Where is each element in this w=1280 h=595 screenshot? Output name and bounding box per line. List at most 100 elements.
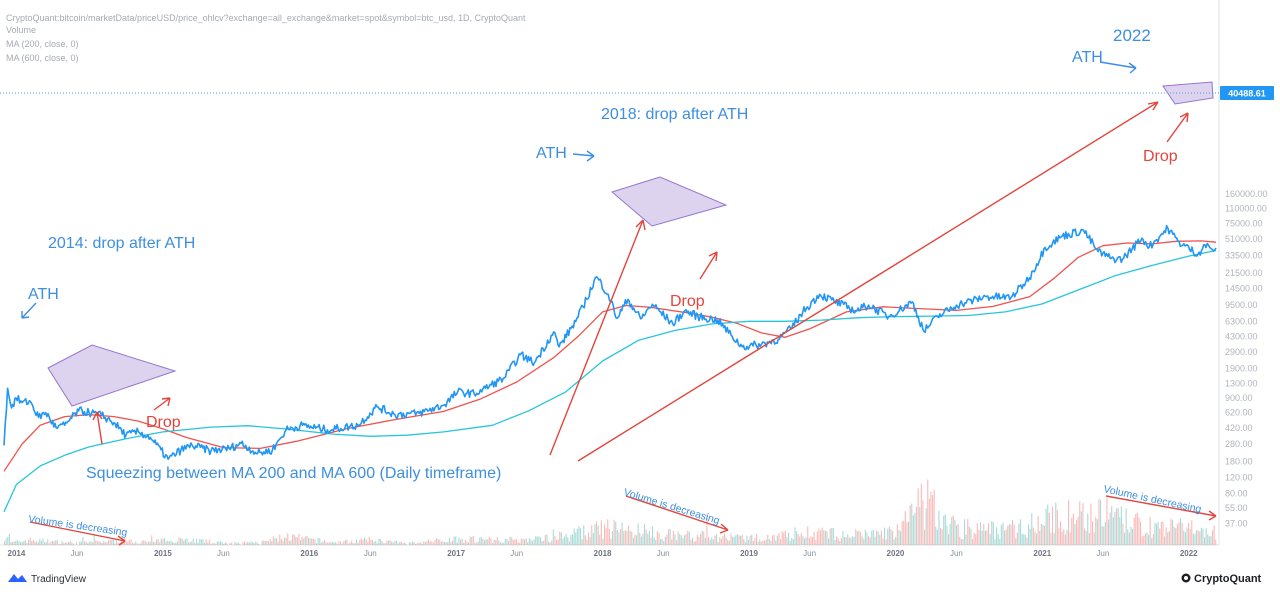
volume-bar — [189, 541, 191, 545]
x-tick-label: Jun — [803, 549, 816, 558]
volume-bar — [652, 526, 654, 545]
volume-bar — [456, 542, 458, 545]
volume-bar — [914, 512, 916, 545]
volume-bar — [39, 538, 41, 545]
volume-bar — [687, 530, 689, 545]
volume-bar — [220, 541, 222, 545]
tradingview-logo[interactable]: TradingView — [8, 574, 87, 585]
volume-bar — [621, 522, 623, 545]
volume-bar — [1207, 534, 1209, 545]
volume-bar — [503, 543, 505, 545]
x-tick-label: 2021 — [1033, 549, 1051, 558]
volume-bar — [770, 540, 772, 545]
volume-bar — [386, 540, 388, 545]
volume-bar — [512, 539, 514, 545]
volume-bar — [1096, 519, 1098, 545]
x-tick-label: 2015 — [154, 549, 172, 558]
volume-bar — [783, 532, 785, 545]
volume-bar — [1148, 534, 1150, 545]
volume-bar — [394, 540, 396, 545]
volume-bar — [210, 543, 212, 545]
volume-bar — [952, 515, 954, 545]
volume-bar — [991, 521, 993, 545]
volume-bar — [855, 529, 857, 545]
volume-bar — [1215, 539, 1217, 545]
volume-bar — [1122, 523, 1124, 545]
volume-bar — [762, 540, 764, 545]
volume-bar — [455, 536, 457, 545]
volume-bar — [5, 538, 7, 545]
volume-bar — [602, 538, 604, 545]
legend-ma200: MA (200, close, 0) — [6, 39, 79, 49]
volume-bar — [992, 522, 994, 545]
volume-bar — [1028, 524, 1030, 545]
volume-bar — [695, 541, 697, 545]
volume-bar — [1125, 508, 1127, 545]
arrow-ath-2014 — [21, 302, 37, 319]
volume-bar — [567, 537, 569, 545]
cryptoquant-logo[interactable]: CryptoQuant — [1181, 573, 1262, 585]
source-line: CryptoQuant:bitcoin/marketData/priceUSD/… — [6, 13, 526, 23]
volume-bar — [1143, 535, 1145, 545]
volume-bar — [490, 538, 492, 545]
volume-bar — [1071, 517, 1073, 545]
volume-bar — [780, 539, 782, 545]
volume-bar — [324, 540, 326, 545]
volume-bar — [15, 540, 17, 545]
volume-bar — [506, 538, 508, 545]
volume-bar — [448, 537, 450, 545]
volume-bar — [540, 537, 542, 545]
volume-bar — [333, 542, 335, 545]
volume-bar — [794, 527, 796, 545]
volume-bar — [1146, 532, 1148, 545]
volume-bar — [280, 539, 282, 545]
volume-bar — [429, 541, 431, 545]
volume-bar — [181, 538, 183, 545]
volume-bar — [85, 541, 87, 545]
volume-bar — [1109, 512, 1111, 545]
volume-bar — [341, 543, 343, 545]
volume-bar — [47, 539, 49, 545]
volume-bar — [252, 542, 254, 545]
volume-bar — [527, 542, 529, 545]
volume-bar — [1088, 533, 1090, 545]
volume-bar — [594, 524, 596, 545]
volume-bar — [138, 543, 140, 545]
volume-bar — [285, 537, 287, 545]
arrow-ath-2018 — [572, 150, 595, 162]
volume-bar — [322, 541, 324, 545]
volume-bar — [55, 540, 57, 545]
volume-bar — [796, 531, 798, 545]
volume-bar — [728, 540, 730, 545]
volume-bar — [792, 539, 794, 545]
y-tick-label: 900.00 — [1225, 393, 1253, 403]
x-tick-label: 2018 — [594, 549, 612, 558]
volume-bar — [61, 541, 63, 545]
volume-bar — [824, 530, 826, 545]
volume-bar — [1058, 528, 1060, 545]
volume-bar — [1124, 532, 1126, 545]
volume-bar — [781, 531, 783, 545]
volume-bar — [415, 543, 417, 545]
volume-bar — [757, 541, 759, 545]
volume-bar — [1135, 513, 1137, 545]
volume-bar — [605, 528, 607, 545]
y-tick-label: 55.00 — [1225, 503, 1248, 513]
volume-bar — [1069, 532, 1071, 545]
volume-bar — [960, 539, 962, 545]
volume-bar — [199, 539, 201, 545]
volume-bar — [1213, 525, 1215, 545]
tradingview-icon — [8, 574, 27, 582]
annotation-arrows — [21, 61, 1217, 546]
volume-bar — [1036, 533, 1038, 545]
volume-bar — [869, 537, 871, 545]
volume-bar — [858, 530, 860, 545]
volume-bar — [482, 538, 484, 545]
y-tick-label: 75000.00 — [1225, 219, 1263, 229]
volume-bar — [292, 535, 294, 545]
volume-bar — [776, 535, 778, 545]
volume-bar — [983, 523, 985, 545]
arrow-ath-2022 — [1099, 61, 1137, 74]
volume-bar — [218, 541, 220, 545]
